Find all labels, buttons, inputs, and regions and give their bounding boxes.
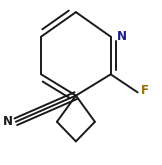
Text: N: N [3, 115, 13, 128]
Text: F: F [141, 84, 149, 97]
Text: N: N [117, 30, 127, 43]
